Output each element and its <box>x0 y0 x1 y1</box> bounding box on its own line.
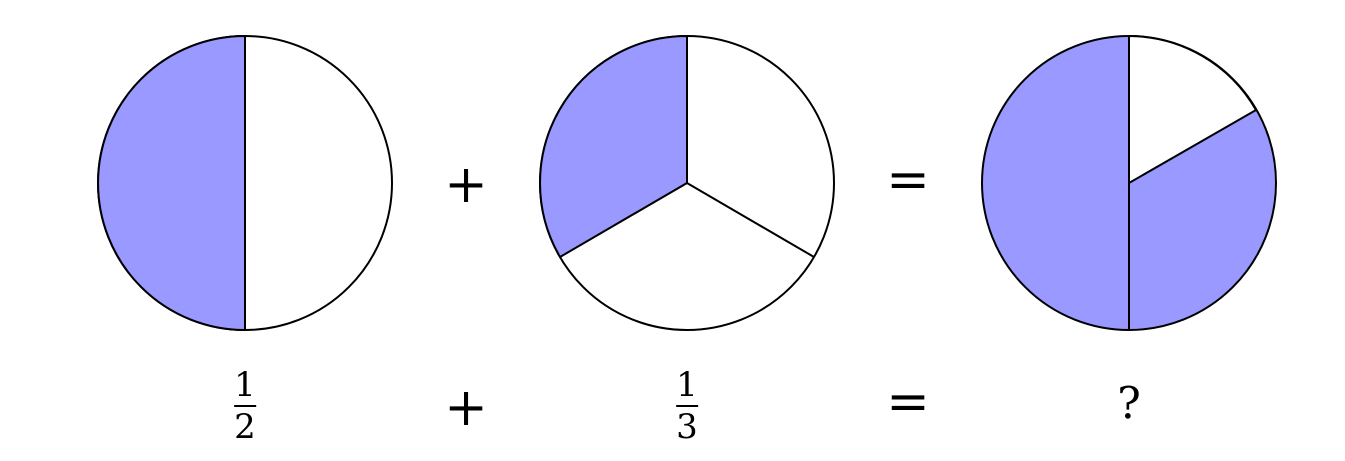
pie-one-third <box>539 34 835 331</box>
fraction-bar <box>675 405 698 407</box>
numerator: 1 <box>676 365 698 405</box>
pie-result <box>981 34 1277 331</box>
plus-sign-bottom: + <box>444 378 488 438</box>
denominator: 2 <box>234 407 256 447</box>
pie-one-half <box>97 34 393 332</box>
equals-sign-top: = <box>886 150 930 210</box>
fraction-bar <box>233 405 256 407</box>
divider <box>686 182 815 258</box>
denominator: 3 <box>676 407 698 447</box>
equals-sign-bottom: = <box>886 372 930 432</box>
plus-sign-top: + <box>444 155 488 215</box>
shaded-third <box>539 34 688 259</box>
fraction-one-third: 1 3 <box>674 368 700 444</box>
fraction-one-half: 1 2 <box>232 368 258 444</box>
shaded-half <box>97 34 246 332</box>
numerator: 1 <box>234 365 256 405</box>
result-question-mark: ? <box>1117 378 1141 430</box>
unshaded-sixth <box>1128 34 1258 185</box>
